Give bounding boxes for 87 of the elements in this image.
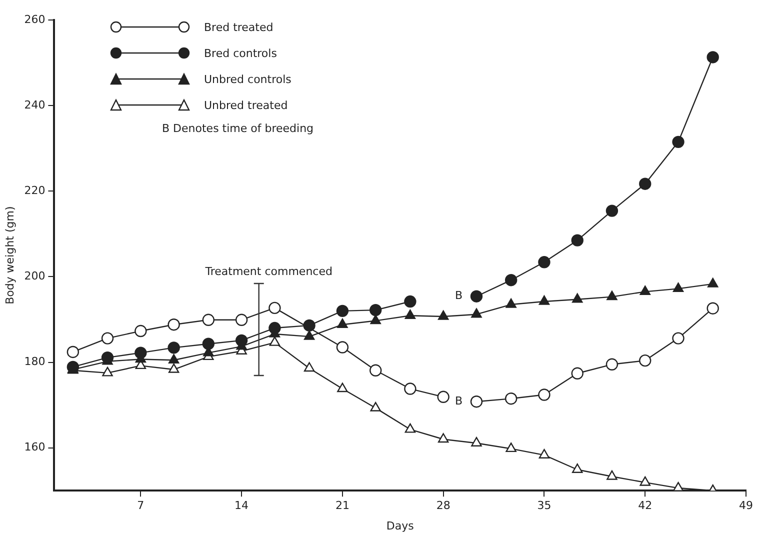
- point: [404, 310, 416, 319]
- x-tick-label: 7: [137, 499, 144, 512]
- point: [438, 433, 449, 443]
- point: [337, 318, 348, 328]
- point: [639, 178, 652, 190]
- point: [572, 293, 583, 303]
- point: [470, 290, 483, 302]
- point: [370, 314, 381, 324]
- point: [269, 336, 280, 346]
- point: [606, 204, 618, 217]
- point: [504, 392, 518, 405]
- point: [504, 274, 518, 286]
- point: [538, 256, 550, 268]
- legend-label: Unbred controls: [204, 72, 292, 86]
- point: [304, 362, 315, 372]
- point: [101, 332, 114, 344]
- x-tick-label: 35: [537, 499, 552, 512]
- x-tick-label: 14: [234, 499, 249, 512]
- x-tick-label: 49: [739, 499, 753, 512]
- point: [672, 136, 684, 148]
- y-tick-label: 200: [24, 270, 46, 283]
- point: [336, 304, 349, 318]
- annotation: B Denotes time of breeding: [161, 120, 314, 136]
- ref-line-label: Treatment commenced: [204, 264, 332, 278]
- point: [538, 448, 550, 458]
- y-axis-title: Body weight (gm): [3, 206, 16, 304]
- annotation: B: [454, 394, 462, 408]
- point: [471, 437, 482, 446]
- point: [336, 341, 349, 354]
- point: [538, 295, 550, 305]
- point: [168, 354, 180, 364]
- point: [437, 390, 450, 404]
- x-tick-label: 21: [335, 499, 350, 512]
- point: [640, 286, 650, 296]
- point: [672, 282, 684, 292]
- point: [369, 304, 382, 316]
- legend-label: Unbred treated: [204, 98, 288, 112]
- x-axis-title: Days: [386, 519, 414, 532]
- point: [706, 51, 719, 64]
- point: [370, 402, 381, 412]
- point: [506, 298, 516, 308]
- point: [168, 342, 180, 354]
- point: [268, 302, 281, 314]
- y-tick-label: 220: [24, 184, 46, 197]
- point: [404, 295, 416, 308]
- point: [66, 346, 80, 358]
- annotation: B: [454, 289, 462, 302]
- point: [606, 358, 618, 370]
- point: [168, 318, 180, 331]
- y-tick-label: 260: [24, 12, 46, 26]
- point: [672, 332, 684, 344]
- point: [202, 314, 215, 326]
- x-tick-label: 28: [436, 499, 450, 512]
- point: [606, 470, 618, 480]
- point: [538, 388, 550, 401]
- point: [235, 314, 248, 326]
- point: [404, 423, 416, 433]
- point: [134, 346, 147, 359]
- point: [506, 442, 516, 452]
- point: [369, 364, 382, 376]
- point: [639, 354, 652, 367]
- point: [640, 476, 650, 486]
- y-tick-label: 180: [24, 355, 46, 368]
- legend-label: Bred controls: [204, 46, 277, 60]
- point: [404, 382, 416, 395]
- point: [235, 334, 248, 347]
- point: [102, 366, 113, 376]
- x-tick-label: 42: [638, 499, 652, 512]
- point: [202, 338, 215, 350]
- legend-label: Bred treated: [204, 20, 274, 34]
- point: [572, 464, 583, 473]
- point: [672, 482, 684, 491]
- point: [707, 278, 718, 288]
- y-tick-label: 160: [24, 440, 46, 454]
- point: [470, 396, 483, 408]
- point: [304, 330, 315, 340]
- point: [471, 308, 482, 318]
- point: [168, 363, 180, 373]
- point: [571, 367, 584, 380]
- point: [606, 290, 618, 300]
- point: [438, 310, 449, 320]
- point: [571, 234, 584, 246]
- point: [706, 302, 719, 314]
- point: [134, 324, 147, 338]
- point: [268, 322, 281, 334]
- point: [337, 382, 348, 392]
- y-tick-label: 240: [24, 98, 46, 112]
